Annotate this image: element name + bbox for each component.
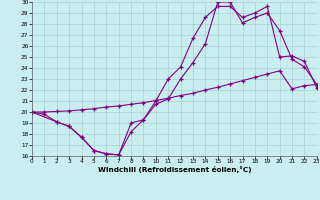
X-axis label: Windchill (Refroidissement éolien,°C): Windchill (Refroidissement éolien,°C)	[98, 166, 251, 173]
